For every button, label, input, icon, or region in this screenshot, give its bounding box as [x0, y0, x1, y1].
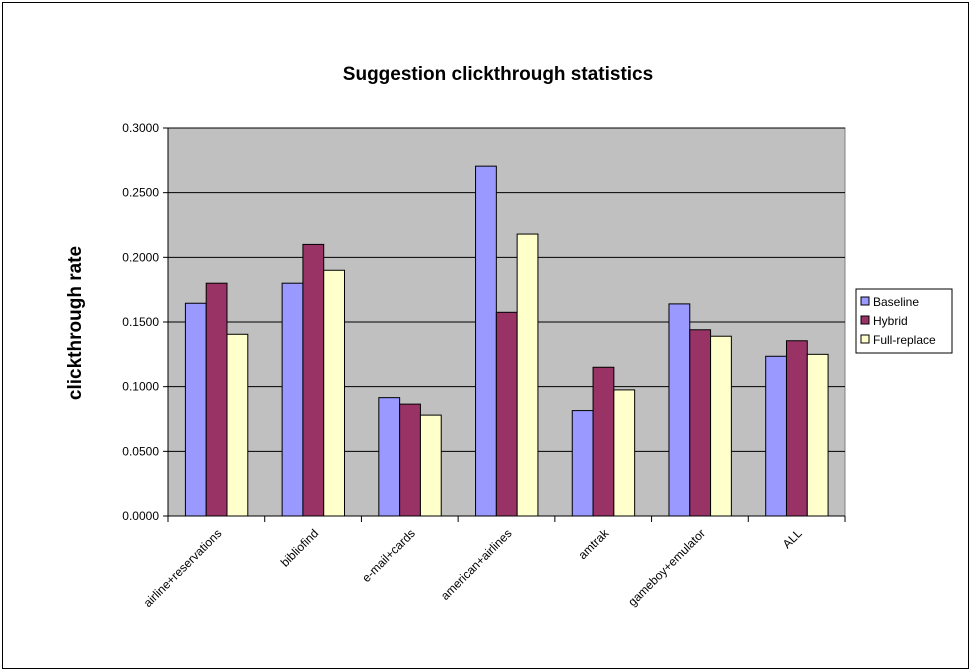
x-tick-label: amtrak — [575, 526, 612, 563]
bar — [710, 335, 732, 517]
y-tick-label: 0.2000 — [122, 250, 159, 264]
y-tick-label: 0.1500 — [122, 315, 159, 329]
x-tick-label: gameboy+emulator — [625, 526, 708, 609]
bar — [399, 403, 421, 517]
legend-label: Hybrid — [873, 314, 908, 328]
bar — [323, 269, 346, 517]
bar — [516, 233, 539, 517]
y-tick-label: 0.0500 — [122, 444, 159, 458]
y-tick-label: 0.2500 — [122, 186, 159, 200]
legend-label: Baseline — [873, 295, 919, 309]
y-tick-label: 0.0000 — [122, 509, 159, 523]
legend — [855, 288, 953, 354]
bar — [419, 414, 442, 517]
bar — [765, 355, 787, 517]
x-tick-label: airline+reservations — [141, 526, 225, 610]
legend-label: Full-replace — [873, 333, 936, 347]
bar — [613, 389, 636, 517]
bar — [302, 243, 325, 517]
bar — [184, 302, 207, 517]
bar — [592, 366, 615, 517]
bar — [668, 303, 691, 517]
bar — [806, 353, 829, 517]
legend-swatch — [860, 315, 870, 325]
bar — [495, 311, 518, 517]
x-tick-label: american+airlines — [438, 526, 515, 603]
bar — [475, 165, 497, 517]
bar — [689, 329, 712, 517]
bar — [205, 282, 228, 517]
bar — [571, 410, 594, 517]
bar — [785, 340, 808, 517]
y-tick-label: 0.3000 — [122, 121, 159, 135]
legend-swatch — [860, 334, 870, 344]
bar — [378, 397, 401, 517]
legend-swatch — [860, 296, 870, 306]
x-tick-label: ALL — [780, 526, 805, 551]
x-tick-label: e-mail+cards — [359, 526, 418, 585]
chart-title: Suggestion clickthrough statistics — [343, 64, 653, 85]
y-axis-label: clickthrough rate — [65, 246, 86, 400]
bar — [226, 333, 249, 517]
bar — [281, 282, 304, 517]
x-tick-label: bibliofind — [278, 526, 321, 569]
y-tick-label: 0.1000 — [122, 380, 159, 394]
